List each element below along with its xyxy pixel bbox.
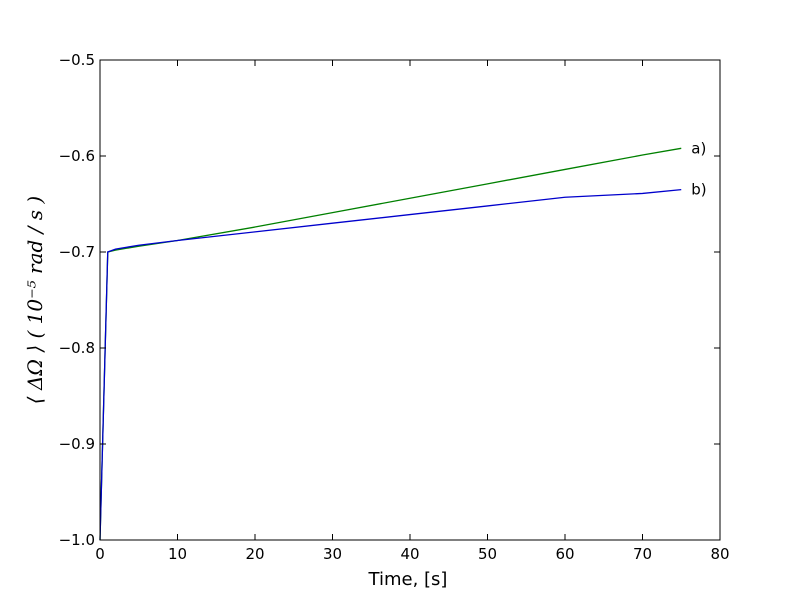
series-label-a: a) [691,139,706,157]
series-labels: a) b) [691,139,706,198]
x-tick-label: 70 [633,545,652,563]
plot-lines [99,147,682,541]
series-label-b: b) [691,181,706,199]
x-tick-label: 60 [555,545,574,563]
y-tick-label: −0.5 [59,51,95,69]
x-axis-label: Time, [s] [368,569,448,590]
x-tick-label: 20 [245,545,264,563]
y-tick-label: −0.7 [59,243,95,261]
series-line-a [99,147,682,541]
y-tick-label: −1.0 [59,531,95,549]
tick-labels: 0 10 20 30 40 50 60 70 80 −1.0 −0.9 −0.8 −0.7 −0.6 −0.… [59,51,730,563]
x-tick-label: 80 [710,545,729,563]
x-tick-label: 0 [95,545,105,563]
plot-frame [99,59,721,541]
y-tick-label: −0.9 [59,435,95,453]
series-line-b [99,188,682,541]
y-tick-label: −0.6 [59,147,95,165]
y-axis-label: ⟨ ΔΩ ⟩ ( 10⁻⁵ rad / s ) [23,196,47,404]
x-tick-label: 10 [168,545,187,563]
ticks [99,59,721,541]
y-tick-label: −0.8 [59,339,95,357]
x-tick-label: 50 [478,545,497,563]
x-tick-label: 40 [400,545,419,563]
x-tick-label: 30 [323,545,342,563]
